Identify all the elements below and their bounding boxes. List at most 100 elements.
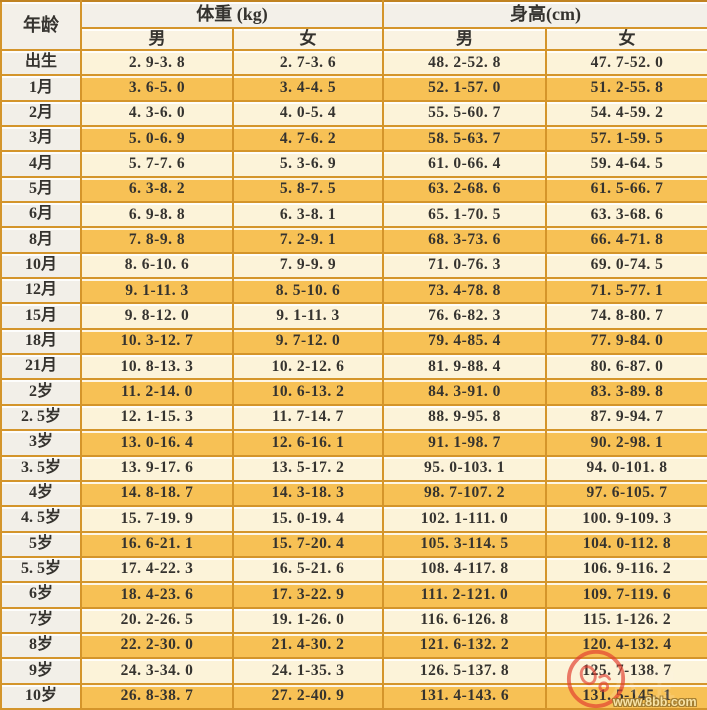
height-female-cell: 90. 2-98. 1 xyxy=(544,429,707,457)
age-cell: 21月 xyxy=(0,353,82,381)
weight-male-cell: 3. 6-5. 0 xyxy=(80,74,234,102)
age-cell: 4月 xyxy=(0,150,82,178)
height-male-cell: 52. 1-57. 0 xyxy=(382,74,547,102)
table-header: 年龄 体重 (kg) 身高(cm) 男 女 男 女 xyxy=(0,0,707,51)
height-male-cell: 68. 3-73. 6 xyxy=(382,226,547,254)
height-male-cell: 84. 3-91. 0 xyxy=(382,378,547,406)
height-female-cell: 131. 5-145. 1 xyxy=(544,682,707,710)
height-female-cell: 61. 5-66. 7 xyxy=(544,175,707,204)
height-female-cell: 100. 9-109. 3 xyxy=(544,505,707,533)
weight-female-cell: 3. 4-4. 5 xyxy=(232,74,384,102)
age-cell: 2岁 xyxy=(0,378,82,406)
weight-female-cell: 10. 6-13. 2 xyxy=(232,378,384,406)
height-female-cell: 59. 4-64. 5 xyxy=(544,150,707,178)
height-male-cell: 81. 9-88. 4 xyxy=(382,353,547,381)
weight-female-cell: 5. 3-6. 9 xyxy=(232,150,384,178)
age-cell: 3. 5岁 xyxy=(0,454,82,482)
weight-male-cell: 26. 8-38. 7 xyxy=(80,682,234,710)
weight-female-cell: 21. 4-30. 2 xyxy=(232,631,384,660)
weight-female-cell: 24. 1-35. 3 xyxy=(232,657,384,685)
height-male-cell: 111. 2-121. 0 xyxy=(382,581,547,609)
age-cell: 7岁 xyxy=(0,606,82,634)
weight-male-cell: 6. 3-8. 2 xyxy=(80,175,234,204)
height-female-cell: 69. 0-74. 5 xyxy=(544,251,707,280)
weight-female-cell: 4. 7-6. 2 xyxy=(232,125,384,153)
height-male-cell: 63. 2-68. 6 xyxy=(382,175,547,204)
table-row: 21月 10. 8-13. 3 10. 2-12. 6 81. 9-88. 4 80. … xyxy=(0,353,707,381)
height-female-cell: 77. 9-84. 0 xyxy=(544,327,707,356)
height-female-cell: 54. 4-59. 2 xyxy=(544,99,707,128)
table-row: 9岁 24. 3-34. 0 24. 1-35. 3 126. 5-137. 8 125… xyxy=(0,657,707,685)
age-cell: 3岁 xyxy=(0,429,82,457)
weight-female-cell: 27. 2-40. 9 xyxy=(232,682,384,710)
age-cell: 5月 xyxy=(0,175,82,204)
height-female-cell: 51. 2-55. 8 xyxy=(544,74,707,102)
height-male-cell: 58. 5-63. 7 xyxy=(382,125,547,153)
table-row: 1月 3. 6-5. 0 3. 4-4. 5 52. 1-57. 0 51. 2-55.… xyxy=(0,74,707,102)
table-row: 3岁 13. 0-16. 4 12. 6-16. 1 91. 1-98. 7 90. 2… xyxy=(0,429,707,457)
height-male-cell: 126. 5-137. 8 xyxy=(382,657,547,685)
height-male-cell: 98. 7-107. 2 xyxy=(382,479,547,508)
weight-male-cell: 22. 2-30. 0 xyxy=(80,631,234,660)
height-female-cell: 74. 8-80. 7 xyxy=(544,302,707,330)
weight-female-cell: 12. 6-16. 1 xyxy=(232,429,384,457)
weight-male-cell: 6. 9-8. 8 xyxy=(80,201,234,229)
weight-male-cell: 12. 1-15. 3 xyxy=(80,403,234,432)
age-cell: 10月 xyxy=(0,251,82,280)
weight-male-cell: 13. 0-16. 4 xyxy=(80,429,234,457)
height-male-header: 男 xyxy=(382,27,547,51)
age-cell: 8岁 xyxy=(0,631,82,660)
table-row: 3月 5. 0-6. 9 4. 7-6. 2 58. 5-63. 7 57. 1-59.… xyxy=(0,125,707,153)
weight-male-cell: 13. 9-17. 6 xyxy=(80,454,234,482)
height-male-cell: 121. 6-132. 2 xyxy=(382,631,547,660)
height-male-cell: 108. 4-117. 8 xyxy=(382,555,547,584)
age-column-header: 年龄 xyxy=(0,0,82,51)
weight-female-cell: 11. 7-14. 7 xyxy=(232,403,384,432)
table-row: 2岁 11. 2-14. 0 10. 6-13. 2 84. 3-91. 0 83. 3… xyxy=(0,378,707,406)
weight-female-cell: 15. 7-20. 4 xyxy=(232,530,384,558)
age-cell: 1月 xyxy=(0,74,82,102)
weight-female-cell: 7. 2-9. 1 xyxy=(232,226,384,254)
weight-group-header: 体重 (kg) xyxy=(80,0,384,29)
weight-female-cell: 9. 7-12. 0 xyxy=(232,327,384,356)
height-female-cell: 106. 9-116. 2 xyxy=(544,555,707,584)
height-female-cell: 104. 0-112. 8 xyxy=(544,530,707,558)
weight-male-cell: 15. 7-19. 9 xyxy=(80,505,234,533)
height-male-cell: 71. 0-76. 3 xyxy=(382,251,547,280)
weight-female-cell: 9. 1-11. 3 xyxy=(232,302,384,330)
height-female-cell: 109. 7-119. 6 xyxy=(544,581,707,609)
weight-female-cell: 5. 8-7. 5 xyxy=(232,175,384,204)
height-male-cell: 116. 6-126. 8 xyxy=(382,606,547,634)
header-sex-row: 男 女 男 女 xyxy=(1,27,707,51)
height-male-cell: 91. 1-98. 7 xyxy=(382,429,547,457)
height-male-cell: 73. 4-78. 8 xyxy=(382,277,547,305)
table-row: 18月 10. 3-12. 7 9. 7-12. 0 79. 4-85. 4 77. 9… xyxy=(0,327,707,356)
header-group-row: 年龄 体重 (kg) 身高(cm) xyxy=(0,0,707,51)
weight-male-cell: 5. 7-7. 6 xyxy=(80,150,234,178)
age-cell: 10岁 xyxy=(0,682,82,710)
age-cell: 15月 xyxy=(0,302,82,330)
weight-male-cell: 14. 8-18. 7 xyxy=(80,479,234,508)
height-female-cell: 63. 3-68. 6 xyxy=(544,201,707,229)
age-cell: 3月 xyxy=(0,125,82,153)
weight-female-cell: 2. 7-3. 6 xyxy=(232,48,384,77)
weight-female-cell: 4. 0-5. 4 xyxy=(232,99,384,128)
table-row: 7岁 20. 2-26. 5 19. 1-26. 0 116. 6-126. 8 115… xyxy=(0,606,707,634)
height-male-cell: 65. 1-70. 5 xyxy=(382,201,547,229)
age-cell: 5岁 xyxy=(0,530,82,558)
age-cell: 5. 5岁 xyxy=(0,555,82,584)
age-cell: 出生 xyxy=(0,48,82,77)
age-cell: 8月 xyxy=(0,226,82,254)
weight-male-cell: 8. 6-10. 6 xyxy=(80,251,234,280)
height-male-cell: 95. 0-103. 1 xyxy=(382,454,547,482)
table-row: 4月 5. 7-7. 6 5. 3-6. 9 61. 0-66. 4 59. 4-64.… xyxy=(0,150,707,178)
table-row: 6月 6. 9-8. 8 6. 3-8. 1 65. 1-70. 5 63. 3-68.… xyxy=(0,201,707,229)
height-female-cell: 115. 1-126. 2 xyxy=(544,606,707,634)
weight-female-cell: 6. 3-8. 1 xyxy=(232,201,384,229)
age-cell: 4. 5岁 xyxy=(0,505,82,533)
height-male-cell: 48. 2-52. 8 xyxy=(382,48,547,77)
table-row: 2月 4. 3-6. 0 4. 0-5. 4 55. 5-60. 7 54. 4-59.… xyxy=(0,99,707,128)
